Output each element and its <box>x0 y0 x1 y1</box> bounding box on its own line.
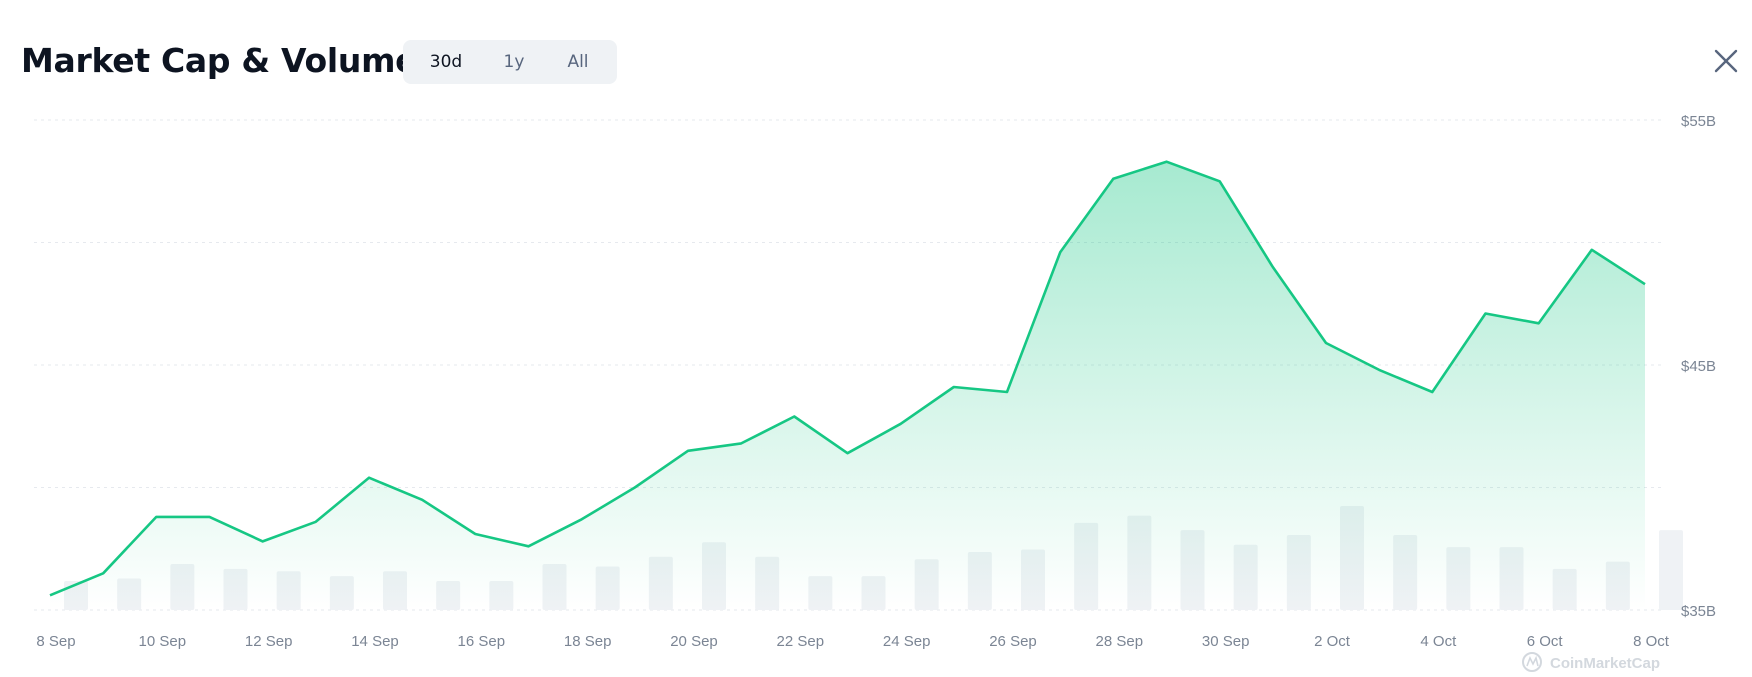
x-tick-label: 12 Sep <box>245 633 293 650</box>
x-tick-label: 20 Sep <box>670 633 718 650</box>
x-tick-label: 8 Oct <box>1633 633 1670 650</box>
x-tick-label: 24 Sep <box>883 633 931 650</box>
coinmarketcap-logo-icon <box>1522 652 1542 672</box>
range-all-button[interactable]: All <box>567 52 589 72</box>
x-tick-label: 8 Sep <box>36 633 75 650</box>
x-tick-label: 26 Sep <box>989 633 1037 650</box>
x-tick-label: 4 Oct <box>1420 633 1457 650</box>
x-tick-label: 30 Sep <box>1202 633 1250 650</box>
range-30d-button[interactable]: 30d <box>429 52 463 72</box>
x-tick-label: 2 Oct <box>1314 633 1351 650</box>
market-cap-line-group <box>49 160 1646 597</box>
x-tick-label: 14 Sep <box>351 633 399 650</box>
volume-bar <box>1659 530 1683 610</box>
x-tick-label: 18 Sep <box>564 633 612 650</box>
time-range-selector: 30d 1y All <box>403 40 617 84</box>
x-axis-labels: 8 Sep 10 Sep 12 Sep 14 Sep 16 Sep 18 Sep 20 Se… <box>36 633 1669 650</box>
x-tick-label: 6 Oct <box>1527 633 1564 650</box>
market-cap-line <box>49 160 1646 597</box>
y-tick-label: $35B <box>1681 603 1716 620</box>
x-tick-label: 16 Sep <box>458 633 506 650</box>
x-tick-label: 22 Sep <box>777 633 825 650</box>
market-cap-area-fill <box>50 161 1645 610</box>
y-tick-label: $45B <box>1681 358 1716 375</box>
y-tick-label: $55B <box>1681 113 1716 130</box>
range-1y-button[interactable]: 1y <box>503 52 525 72</box>
close-icon[interactable] <box>1713 48 1739 74</box>
chart-title: Market Cap & Volume <box>21 41 418 80</box>
watermark: CoinMarketCap <box>1522 652 1660 672</box>
watermark-text: CoinMarketCap <box>1550 655 1660 672</box>
y-axis-labels: $35B $45B $55B <box>1681 113 1716 620</box>
x-tick-label: 10 Sep <box>139 633 187 650</box>
market-cap-area <box>50 161 1645 610</box>
x-tick-label: 28 Sep <box>1096 633 1144 650</box>
